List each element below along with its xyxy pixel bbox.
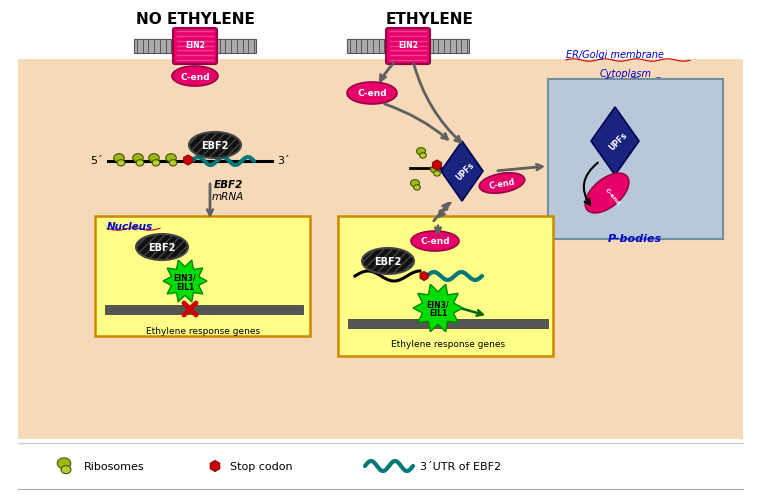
- Text: UPFs: UPFs: [454, 161, 476, 182]
- Ellipse shape: [152, 160, 160, 167]
- Polygon shape: [210, 460, 220, 471]
- Ellipse shape: [419, 153, 426, 159]
- Text: ETHYLENE: ETHYLENE: [386, 12, 474, 27]
- Text: EBF2: EBF2: [148, 242, 176, 253]
- FancyBboxPatch shape: [173, 29, 217, 65]
- Text: P-bodies: P-bodies: [608, 233, 662, 243]
- Polygon shape: [413, 285, 463, 332]
- Text: Ribosomes: Ribosomes: [84, 461, 145, 471]
- Bar: [212, 40, 256, 54]
- Polygon shape: [433, 161, 441, 171]
- Ellipse shape: [413, 185, 420, 191]
- Polygon shape: [441, 142, 483, 201]
- Text: mRNA: mRNA: [212, 191, 244, 201]
- Text: C-end: C-end: [357, 89, 387, 98]
- Text: Nucleus: Nucleus: [107, 221, 153, 231]
- Ellipse shape: [148, 154, 159, 163]
- Text: C-end: C-end: [488, 177, 516, 190]
- Ellipse shape: [61, 465, 71, 474]
- Ellipse shape: [434, 171, 441, 177]
- Ellipse shape: [136, 234, 188, 261]
- Text: Stop codon: Stop codon: [230, 461, 293, 471]
- FancyBboxPatch shape: [338, 216, 553, 356]
- Ellipse shape: [136, 160, 144, 167]
- Text: C-end: C-end: [420, 237, 450, 246]
- Polygon shape: [163, 261, 207, 302]
- Ellipse shape: [166, 154, 176, 163]
- Text: EBF2: EBF2: [213, 180, 243, 189]
- Ellipse shape: [479, 173, 525, 194]
- Bar: [105, 305, 303, 314]
- Text: 5´: 5´: [90, 156, 103, 166]
- Polygon shape: [591, 108, 639, 176]
- Text: 3´: 3´: [277, 156, 290, 166]
- Text: C-end: C-end: [603, 187, 621, 206]
- Bar: [348, 319, 548, 328]
- Polygon shape: [184, 156, 192, 166]
- Ellipse shape: [585, 174, 629, 213]
- FancyBboxPatch shape: [386, 29, 430, 65]
- FancyBboxPatch shape: [95, 216, 310, 336]
- Text: EIN3/: EIN3/: [427, 300, 450, 309]
- Text: EIN2: EIN2: [185, 41, 205, 50]
- Text: EIN3/: EIN3/: [173, 273, 196, 282]
- Bar: [548, 80, 723, 239]
- Text: C-end: C-end: [180, 72, 210, 81]
- Text: Cytoplasm: Cytoplasm: [600, 69, 652, 79]
- Ellipse shape: [169, 160, 177, 167]
- Text: EIL1: EIL1: [176, 282, 194, 291]
- Ellipse shape: [347, 83, 397, 105]
- Polygon shape: [420, 272, 428, 281]
- Ellipse shape: [416, 148, 425, 155]
- Text: ER/Golgi membrane: ER/Golgi membrane: [566, 50, 664, 60]
- Bar: [347, 40, 391, 54]
- Ellipse shape: [58, 458, 70, 469]
- Text: UPFs: UPFs: [607, 131, 629, 153]
- Text: EBF2: EBF2: [201, 141, 229, 151]
- Ellipse shape: [114, 154, 124, 163]
- Text: EIN2: EIN2: [398, 41, 418, 50]
- Ellipse shape: [431, 166, 440, 173]
- Text: 3´UTR of EBF2: 3´UTR of EBF2: [420, 461, 501, 471]
- Ellipse shape: [117, 160, 125, 167]
- Bar: [18, 60, 743, 439]
- Ellipse shape: [411, 231, 459, 252]
- Text: Ethylene response genes: Ethylene response genes: [391, 339, 505, 348]
- Bar: [425, 40, 469, 54]
- Text: EBF2: EBF2: [374, 257, 402, 267]
- Text: NO ETHYLENE: NO ETHYLENE: [136, 12, 254, 27]
- Text: EIL1: EIL1: [429, 309, 447, 318]
- Ellipse shape: [172, 67, 218, 87]
- Text: Ethylene response genes: Ethylene response genes: [146, 326, 260, 335]
- Ellipse shape: [410, 180, 419, 187]
- Ellipse shape: [132, 154, 143, 163]
- Bar: [134, 40, 178, 54]
- Ellipse shape: [189, 133, 241, 159]
- Ellipse shape: [362, 248, 414, 275]
